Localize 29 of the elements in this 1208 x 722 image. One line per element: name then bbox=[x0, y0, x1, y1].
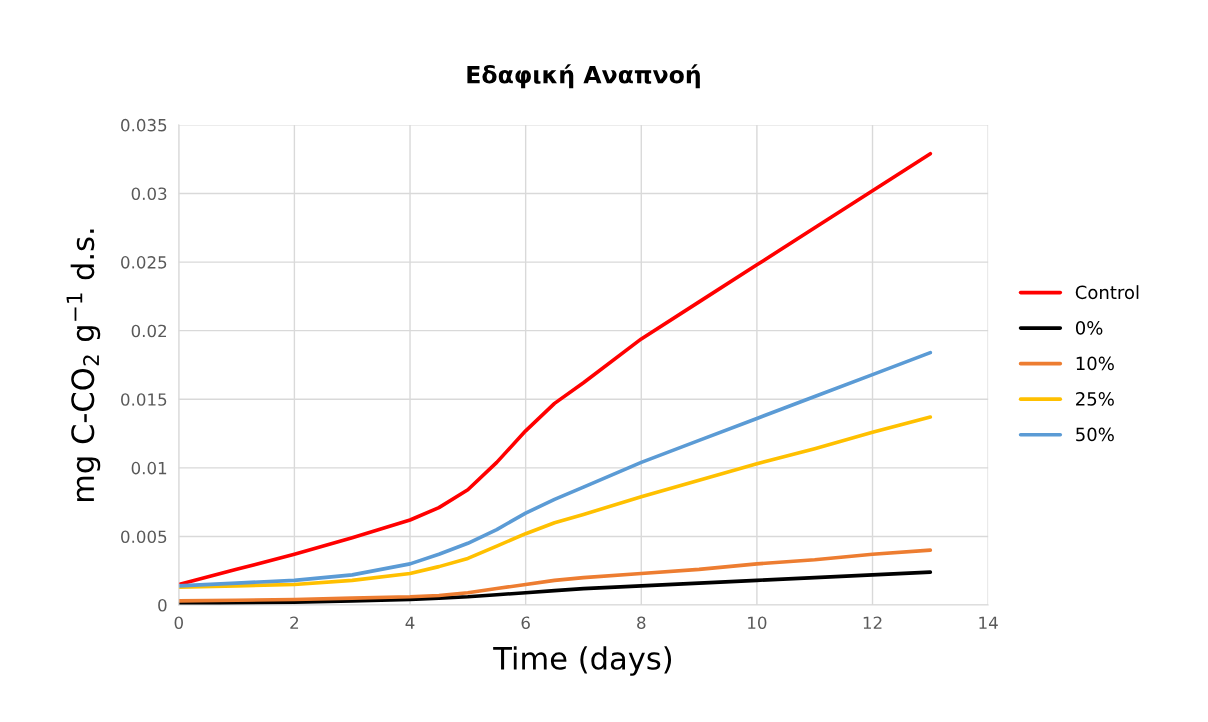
y-tick-label: 0 bbox=[158, 599, 167, 612]
legend-label: 25% bbox=[1076, 392, 1114, 406]
y-tick-label: 0.005 bbox=[121, 530, 167, 544]
y-tick-label: 0.01 bbox=[131, 461, 167, 475]
line-series bbox=[178, 548, 933, 603]
y-tick-label: 0.025 bbox=[121, 256, 167, 269]
legend-label: 10% bbox=[1076, 356, 1114, 371]
x-tick-label: 0 bbox=[174, 616, 183, 630]
chart-title: Εδαφική Αναπνοή bbox=[467, 64, 700, 89]
x-axis-title: Time (days) bbox=[493, 646, 672, 676]
line-series bbox=[178, 350, 933, 588]
y-tick-label: 0.02 bbox=[131, 324, 166, 338]
x-tick-label: 2 bbox=[290, 616, 299, 629]
legend-label: 0% bbox=[1075, 321, 1103, 335]
legend-label: 50% bbox=[1076, 427, 1114, 442]
line-series bbox=[178, 151, 933, 587]
x-tick-label: 8 bbox=[637, 616, 646, 630]
x-tick-label: 14 bbox=[979, 616, 998, 629]
line-series bbox=[178, 415, 933, 590]
y-tick-label: 0.03 bbox=[131, 187, 167, 201]
legend-label: Control bbox=[1075, 285, 1139, 300]
line-series bbox=[178, 570, 933, 606]
x-tick-label: 12 bbox=[863, 616, 882, 629]
y-tick-label: 0.015 bbox=[121, 393, 167, 406]
y-tick-label: 0.035 bbox=[121, 118, 167, 132]
x-tick-label: 10 bbox=[748, 616, 767, 630]
x-tick-label: 4 bbox=[405, 616, 415, 629]
x-tick-label: 6 bbox=[521, 616, 530, 630]
y-axis-title: mg C-CO$_{2}$ g$^{−1}$ d.s. bbox=[66, 229, 101, 502]
